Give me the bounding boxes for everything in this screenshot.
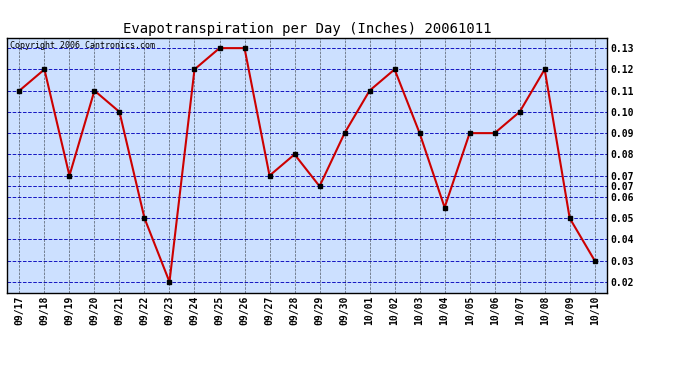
Title: Evapotranspiration per Day (Inches) 20061011: Evapotranspiration per Day (Inches) 2006… <box>123 22 491 36</box>
Text: Copyright 2006 Cantronics.com: Copyright 2006 Cantronics.com <box>10 41 155 50</box>
